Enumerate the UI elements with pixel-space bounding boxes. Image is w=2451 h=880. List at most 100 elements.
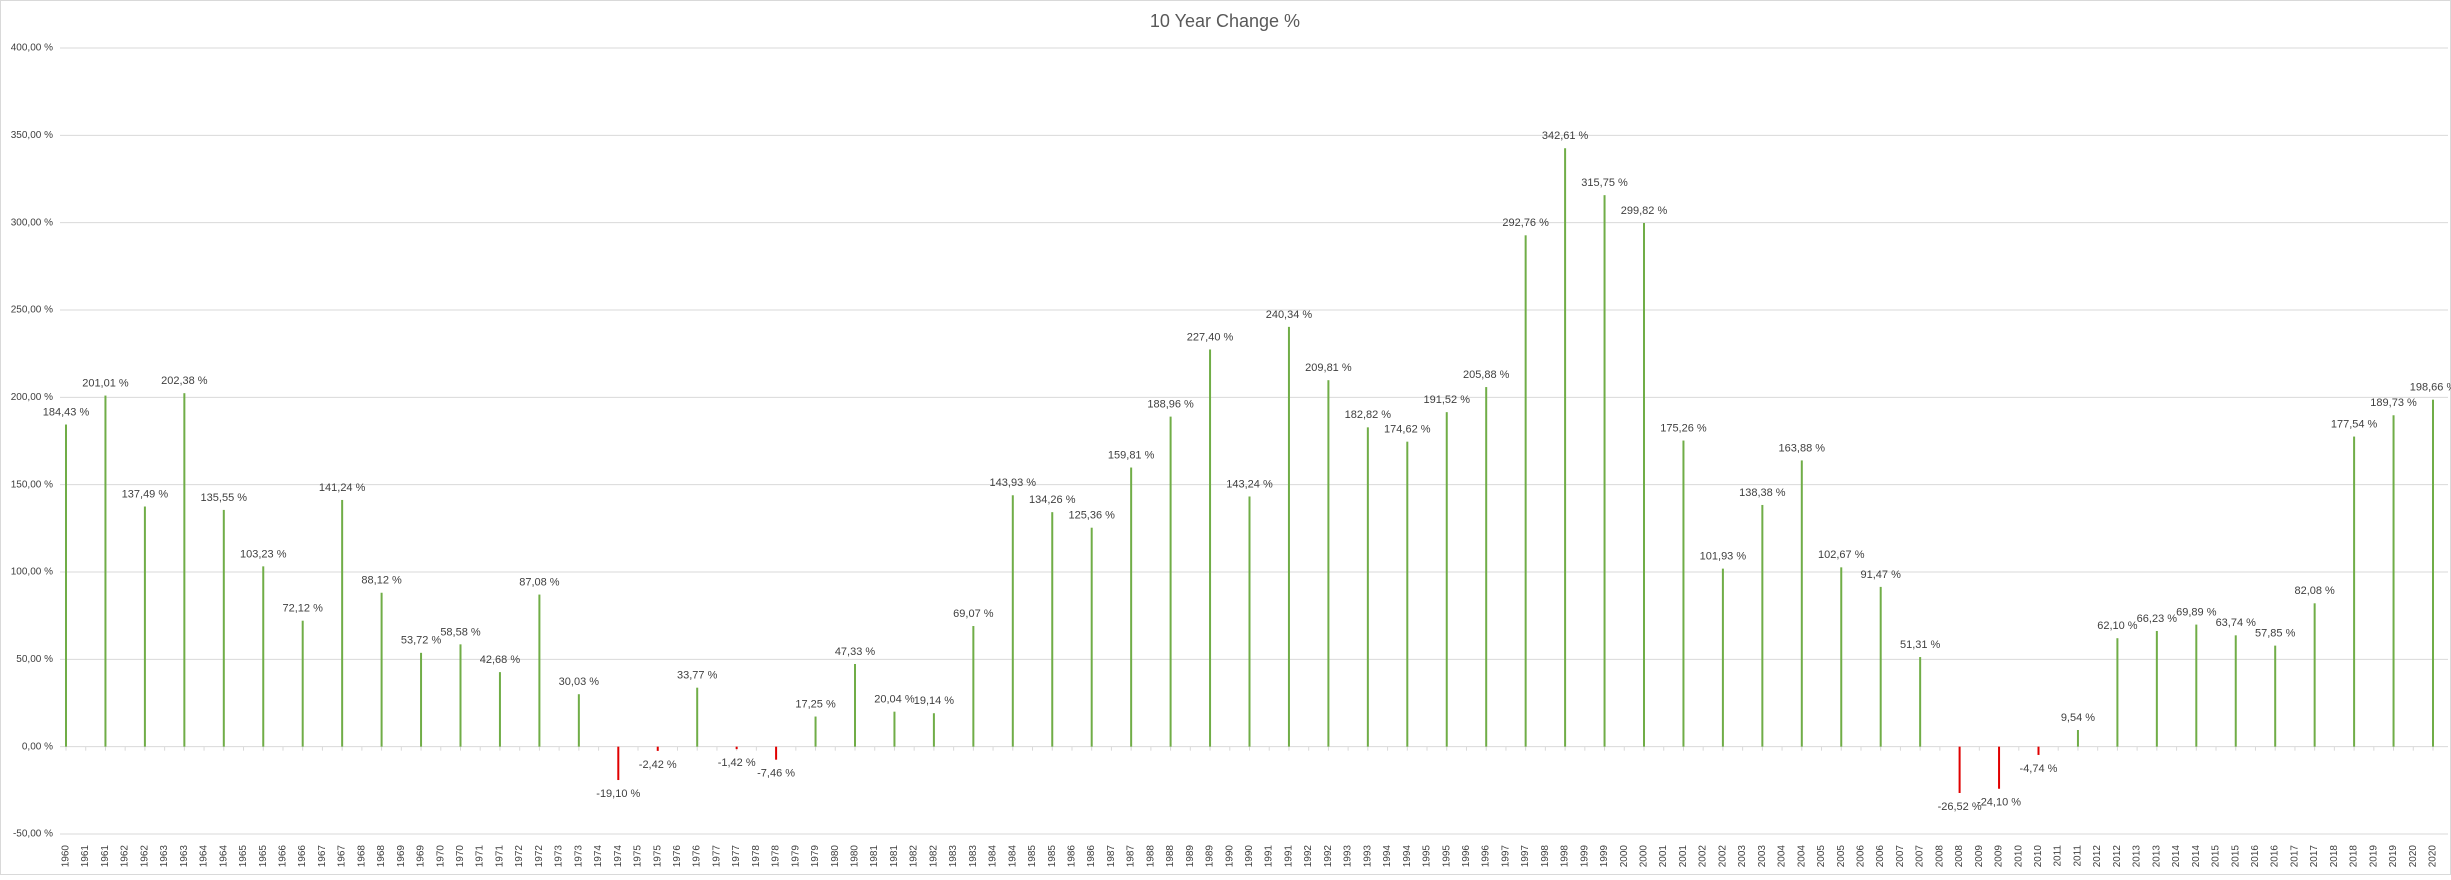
bar [1169, 416, 1172, 747]
x-tick-label: 1963 [179, 845, 190, 868]
x-tick-label: 2008 [1934, 845, 1945, 868]
x-tick-label: 2006 [1875, 845, 1886, 868]
x-tick-label: 2011 [2053, 845, 2064, 867]
x-tick-label: 1982 [909, 845, 920, 868]
data-label: 143,24 % [1226, 478, 1273, 490]
data-label: 57,85 % [2255, 628, 2296, 640]
x-tick-label: 2010 [2033, 845, 2044, 868]
x-tick-label: 2005 [1816, 845, 1827, 868]
data-label: -7,46 % [757, 768, 795, 780]
x-tick-label: 2017 [2289, 845, 2300, 868]
x-tick-label: 1992 [1323, 845, 1334, 868]
data-label: -1,42 % [718, 757, 756, 769]
x-tick-label: 2011 [2072, 845, 2083, 867]
x-tick-label: 1993 [1362, 845, 1373, 868]
x-tick-label: 1979 [790, 845, 801, 868]
bar [420, 652, 423, 747]
x-tick-label: 1961 [100, 845, 111, 868]
data-label: 202,38 % [161, 375, 208, 387]
data-label: 188,96 % [1147, 399, 1194, 411]
x-tick-label: 1970 [435, 845, 446, 868]
bar [459, 644, 462, 747]
bar [1564, 148, 1567, 747]
y-tick-label: 50,00 % [16, 654, 53, 665]
data-label: 63,74 % [2216, 617, 2257, 629]
x-tick-label: 1968 [376, 845, 387, 868]
data-label: 299,82 % [1621, 205, 1668, 217]
data-label: 240,34 % [1266, 309, 1313, 321]
data-label: 51,31 % [1900, 639, 1941, 651]
bar [972, 626, 975, 747]
data-label: 342,61 % [1542, 130, 1589, 142]
y-tick-label: 300,00 % [11, 217, 53, 228]
x-tick-label: 1981 [889, 845, 900, 868]
data-label: 189,73 % [2370, 397, 2417, 409]
x-tick-label: 1998 [1560, 845, 1571, 868]
x-tick-label: 1984 [1007, 845, 1018, 868]
bar [735, 746, 738, 750]
data-label: 17,25 % [795, 698, 836, 710]
x-tick-label: 2002 [1698, 845, 1709, 868]
x-tick-label: 2012 [2112, 845, 2123, 868]
bar [341, 499, 344, 747]
data-label: 102,67 % [1818, 549, 1865, 561]
x-tick-label: 2003 [1737, 845, 1748, 868]
x-tick-label: 2013 [2151, 845, 2162, 868]
data-label: 20,04 % [874, 694, 915, 706]
bar [538, 594, 541, 747]
data-label: 9,54 % [2061, 712, 2095, 724]
x-tick-label: 1971 [494, 845, 505, 868]
x-tick-label: 1969 [416, 845, 427, 868]
bar [775, 746, 778, 760]
x-tick-label: 2004 [1796, 845, 1807, 868]
x-tick-label: 2000 [1619, 845, 1630, 868]
x-tick-label: 1989 [1205, 845, 1216, 868]
bar [183, 393, 186, 747]
bar [1051, 512, 1054, 747]
x-tick-label: 1989 [1185, 845, 1196, 868]
x-tick-label: 1975 [633, 845, 644, 868]
x-tick-label: 2020 [2428, 845, 2439, 868]
x-tick-label: 1972 [534, 845, 545, 868]
x-tick-label: 2018 [2329, 845, 2340, 868]
bar [2076, 730, 2079, 747]
x-tick-label: 1964 [218, 845, 229, 868]
x-tick-label: 1991 [1283, 845, 1294, 868]
bar [222, 509, 225, 747]
bar [1524, 235, 1527, 747]
x-tick-label: 1990 [1224, 845, 1235, 868]
bar [2432, 399, 2434, 747]
x-tick-label: 1968 [356, 845, 367, 868]
data-label: 33,77 % [677, 670, 718, 682]
bar [1090, 527, 1093, 747]
x-tick-label: 2004 [1777, 845, 1788, 868]
bar [1998, 746, 2001, 789]
bar [893, 711, 896, 747]
x-tick-label: 1983 [968, 845, 979, 868]
bar [301, 620, 304, 747]
data-label: 135,55 % [201, 492, 248, 504]
bar [1130, 467, 1133, 747]
x-tick-label: 1996 [1481, 845, 1492, 868]
data-label: 91,47 % [1861, 569, 1902, 581]
data-label: 58,58 % [440, 626, 481, 638]
data-label: 137,49 % [122, 488, 169, 500]
data-label: 163,88 % [1779, 442, 1826, 454]
data-label: 125,36 % [1068, 510, 1115, 522]
bar [1682, 440, 1685, 747]
y-tick-label: 200,00 % [11, 392, 53, 403]
x-tick-label: 1977 [731, 845, 742, 868]
x-tick-label: 1979 [810, 845, 821, 868]
x-tick-label: 1973 [573, 845, 584, 868]
bar [1248, 496, 1251, 747]
x-tick-label: 1982 [928, 845, 939, 868]
x-tick-label: 1998 [1540, 845, 1551, 868]
y-tick-label: 100,00 % [11, 567, 53, 578]
x-tick-label: 2007 [1915, 845, 1926, 868]
x-tick-label: 1986 [1086, 845, 1097, 868]
data-label: 47,33 % [835, 646, 876, 658]
data-label: 138,38 % [1739, 487, 1786, 499]
bar [380, 592, 383, 747]
x-tick-label: 1966 [277, 845, 288, 868]
bar [696, 687, 699, 747]
